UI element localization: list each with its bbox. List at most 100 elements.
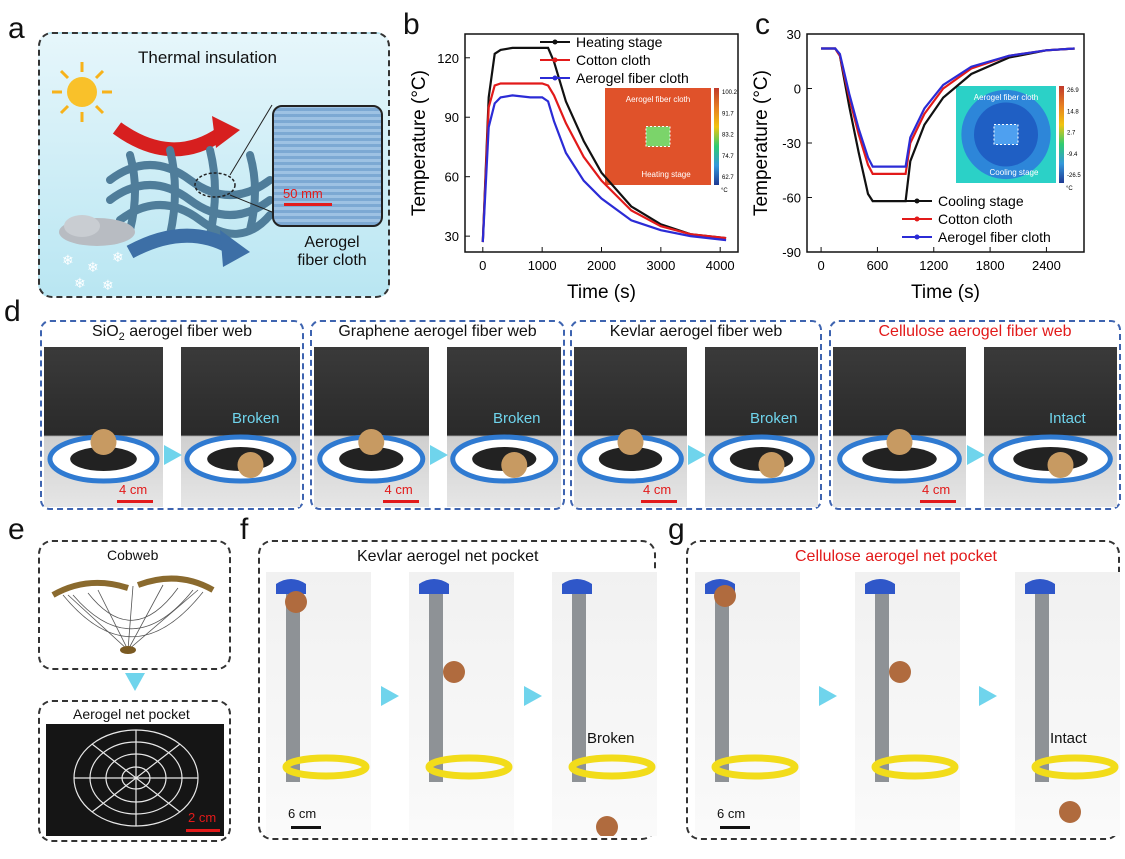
scale-bar xyxy=(641,500,677,503)
y-axis-label: Temperature (°C) xyxy=(409,70,430,216)
web-title-text: Kevlar aerogel fiber web xyxy=(609,323,783,340)
fabric-caption: Aerogel fiber cloth xyxy=(292,234,372,270)
colorbar-tick: -9.4 xyxy=(1067,152,1078,158)
drop-test-photo xyxy=(314,347,429,507)
panel-label-g: g xyxy=(668,513,685,546)
thermal-inset: 100.2 91.7 83.2 74.7 62.7 °C Aerogel fiber clo… xyxy=(605,88,738,194)
colorbar xyxy=(714,88,719,185)
colorbar-unit: °C xyxy=(721,188,728,194)
thermal-inset: 26.9 14.8 2.7 -9.4 -26.5 °C Aerogel fiber clot… xyxy=(956,86,1081,192)
web-title-subscript: 2 xyxy=(118,331,125,344)
drop-test-photo xyxy=(181,347,300,507)
y-tick-label: 30 xyxy=(787,27,801,42)
scale-label: 6 cm xyxy=(288,806,317,821)
series-line xyxy=(481,46,727,243)
right-arrow-icon xyxy=(967,445,985,465)
legend-marker xyxy=(914,234,920,240)
legend-label: Heating stage xyxy=(576,34,663,50)
panel-label-d: d xyxy=(4,295,21,328)
y-tick-label: 30 xyxy=(445,229,459,244)
net-pocket-label: Aerogel net pocket xyxy=(73,706,190,722)
y-tick-label: -60 xyxy=(782,191,801,206)
svg-text:❄: ❄ xyxy=(87,259,99,275)
panel-g-title: Cellulose aerogel net pocket xyxy=(795,548,997,565)
colorbar-tick: 14.8 xyxy=(1067,109,1079,115)
fabric-illustration xyxy=(106,146,274,239)
panel-label-e: e xyxy=(8,513,25,546)
zoom-lines xyxy=(229,104,273,213)
web-title: Kevlar aerogel fiber web xyxy=(570,323,822,341)
svg-text:❄: ❄ xyxy=(102,277,114,293)
fabric-zoom-photo xyxy=(272,105,383,227)
y-tick-label: -90 xyxy=(782,245,801,260)
inset-label-bottom: Heating stage xyxy=(641,170,691,179)
cobweb-illustration xyxy=(51,575,215,654)
down-arrow-icon xyxy=(125,673,145,691)
x-tick-label: 2000 xyxy=(587,258,616,273)
web-title-text: Cellulose aerogel fiber web xyxy=(878,323,1072,340)
scale-label: 4 cm xyxy=(922,482,951,497)
x-tick-label: 0 xyxy=(817,258,824,273)
cobweb-label: Cobweb xyxy=(107,547,159,563)
colorbar xyxy=(1059,86,1064,183)
scale-label: 2 cm xyxy=(188,810,217,825)
panel-a-title: Thermal insulation xyxy=(138,48,277,67)
net-drop-photo xyxy=(695,572,800,836)
svg-text:❄: ❄ xyxy=(62,252,74,268)
cold-block-arrow-icon xyxy=(126,228,250,267)
chart-b: 0 1000 2000 3000 4000 30 60 90 120 Time (s) Temper… xyxy=(409,33,739,303)
y-axis-label: Temperature (°C) xyxy=(752,70,772,216)
web-title: SiO2 aerogel fiber web xyxy=(40,323,304,343)
y-tick-label: 90 xyxy=(445,110,459,125)
y-tick-label: -30 xyxy=(782,136,801,151)
colorbar-tick: 91.7 xyxy=(722,111,734,117)
y-tick-label: 60 xyxy=(445,170,459,185)
web-title-text: SiO xyxy=(92,323,119,340)
series-line xyxy=(481,82,727,243)
drop-test-photo xyxy=(833,347,966,507)
result-label: Broken xyxy=(587,730,635,747)
drop-test-photo xyxy=(984,347,1117,507)
x-tick-label: 4000 xyxy=(706,258,735,273)
web-title: Graphene aerogel fiber web xyxy=(310,323,565,341)
result-label: Broken xyxy=(750,410,798,427)
legend-marker xyxy=(914,216,920,222)
inset-label-bottom: Cooling stage xyxy=(990,168,1039,177)
panel-f-title: Kevlar aerogel net pocket xyxy=(357,548,539,565)
scale-bar xyxy=(382,500,419,503)
web-test-frame xyxy=(570,320,822,510)
svg-text:❄: ❄ xyxy=(74,275,86,291)
colorbar-tick: 62.7 xyxy=(722,175,734,181)
right-arrow-icon xyxy=(818,686,837,706)
net-drop-photo xyxy=(1015,572,1120,836)
legend-marker xyxy=(552,75,558,81)
right-arrow-icon xyxy=(688,445,706,465)
right-arrow-icon xyxy=(524,686,542,706)
web-test-frame xyxy=(829,320,1121,510)
colorbar-tick: 74.7 xyxy=(722,154,734,160)
legend-label: Cotton cloth xyxy=(576,52,651,68)
scale-bar xyxy=(720,826,750,829)
web-title-text: aerogel fiber web xyxy=(124,323,252,340)
legend-marker xyxy=(552,57,558,63)
web-test-frame xyxy=(310,320,565,510)
chart-c: 0 600 1200 1800 2400 -90 -60 -30 0 30 Time (s) Temp… xyxy=(752,27,1085,303)
panel-label-b: b xyxy=(403,8,420,41)
scale-label: 4 cm xyxy=(643,482,672,497)
sample-spot xyxy=(645,126,671,147)
fabric-caption-line1: Aerogel xyxy=(304,234,360,251)
scale-bar xyxy=(186,829,220,832)
scale-bar xyxy=(284,203,332,206)
net-drop-photo xyxy=(855,572,960,836)
svg-text:❄: ❄ xyxy=(112,249,124,265)
legend-label: Aerogel fiber cloth xyxy=(576,70,689,86)
sun-icon xyxy=(52,62,112,122)
legend-marker xyxy=(552,39,558,45)
colorbar-tick: -26.5 xyxy=(1067,173,1081,179)
scale-bar xyxy=(291,826,321,829)
net-drop-photo xyxy=(409,572,514,836)
x-tick-label: 1000 xyxy=(528,258,557,273)
x-tick-label: 1800 xyxy=(976,258,1005,273)
right-arrow-icon xyxy=(429,445,448,465)
right-arrow-icon xyxy=(164,445,182,465)
